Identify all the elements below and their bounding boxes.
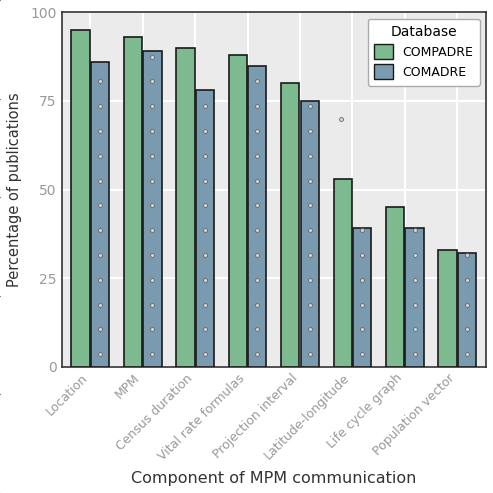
Bar (124, 37, 142, 367)
Bar (229, 55, 247, 367)
Bar (334, 179, 352, 367)
Bar (353, 228, 371, 367)
Bar (248, 66, 266, 367)
Bar (458, 253, 476, 367)
Bar (143, 51, 162, 367)
Bar (281, 83, 299, 367)
Bar (301, 101, 319, 367)
Bar (176, 48, 195, 367)
Legend: COMPADRE, COMADRE: COMPADRE, COMADRE (368, 19, 480, 86)
Bar (438, 249, 457, 367)
Y-axis label: Percentage of publications: Percentage of publications (7, 92, 22, 287)
Bar (405, 228, 423, 367)
X-axis label: Component of MPM communication: Component of MPM communication (131, 471, 417, 486)
Bar (196, 90, 214, 367)
Bar (71, 30, 90, 367)
Bar (91, 62, 109, 367)
Bar (386, 207, 404, 367)
